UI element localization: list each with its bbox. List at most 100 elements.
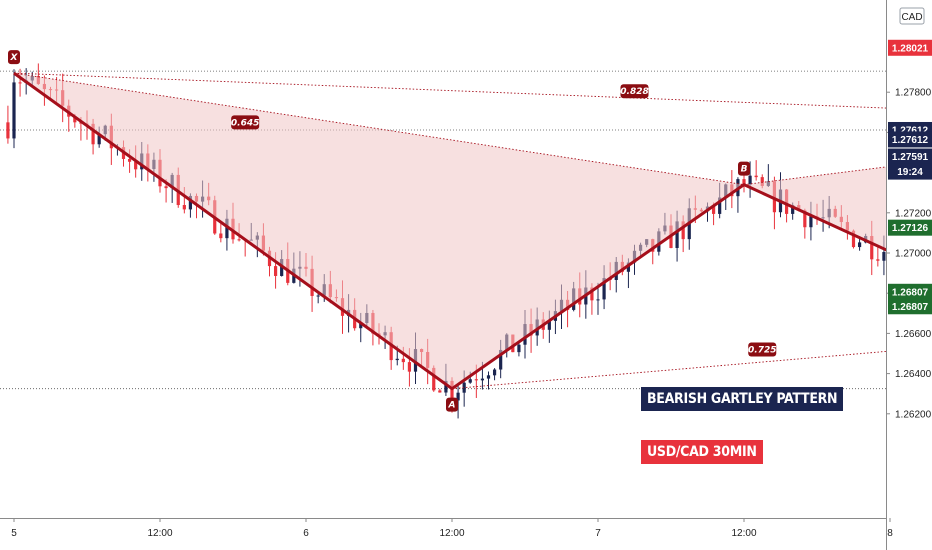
x-tick-label: 12:00 [731,528,756,539]
candle-body [18,82,22,84]
ratio-label-bg [231,115,260,130]
candle-body [876,259,880,261]
candle-body [547,320,551,330]
candle-body [134,161,138,170]
price-tag-text: 1.28021 [892,43,929,54]
take-profit-2-price-tag: 1.26807 [888,283,932,300]
ratio-line-xb [13,72,745,186]
candle-body [681,221,685,240]
candle-body [596,299,600,301]
price-tag-text: 19:24 [897,167,923,178]
candle-body [359,323,363,329]
ratio-label-bg [620,84,649,99]
xab-triangle [14,73,744,389]
candle-body [182,205,186,210]
stop-loss-price-tag: 1.28021 [888,39,932,56]
candle-body [444,380,448,393]
currency-label: CAD [901,12,922,23]
point-label-a: A [446,397,458,412]
candle-body [12,82,16,139]
price-tag-bg [888,148,932,165]
candle-body [164,186,168,189]
point-label-bg [8,50,20,65]
candle-body [754,175,758,178]
time-axis-bg [0,518,886,550]
candle-body [97,134,101,145]
candle-body [486,375,491,379]
price-tag-bg [888,298,932,315]
pattern-legs [13,71,932,391]
extra-price-tag: 1.27591 [888,148,932,165]
candle-body [718,197,722,214]
candle-body [602,278,606,300]
candle-body [870,235,874,260]
x-tick-label: 5 [11,528,17,539]
candle-body [480,378,485,381]
ratio-label: 0.725 [748,342,777,357]
candle-body [438,390,442,393]
ratio-label-text: 0.828 [620,87,648,97]
point-label-b: B [738,161,750,176]
candle-body [316,295,320,297]
pattern-title: BEARISH GARTLEY PATTERN [641,387,844,411]
price-tag-text: 1.27591 [892,152,929,163]
ratio-label: 0.828 [620,84,649,99]
point-label-bg [738,161,750,176]
candle-body [851,230,856,248]
currency-box[interactable] [899,7,925,25]
point-label-text: X [10,53,19,63]
candle-body [803,210,807,228]
y-tick-label: 1.27800 [895,88,932,99]
candle-body [407,362,412,372]
candle-body [760,177,764,186]
price-tag-text: 1.26807 [892,287,929,298]
pair-timeframe-label: USD/CAD 30MIN [641,440,763,464]
candle-body [857,242,862,248]
candle-body [791,205,795,214]
candle-body [395,358,399,361]
point-label-bg [446,397,458,412]
ratio-label-text: 0.645 [231,118,259,128]
ratio-label-bg [748,342,777,357]
candle-body [882,252,886,261]
point-label-text: B [741,165,748,175]
ratio-label-text: 0.725 [748,345,776,355]
price-tag-bg [888,163,932,180]
candle-body [432,367,436,391]
candle-body [91,123,95,145]
extra-price-tag: 19:24 [888,163,932,180]
candle-body [492,369,497,376]
x-tick-label: 12:00 [147,528,172,539]
y-tick-label: 1.27200 [895,208,932,219]
candle-body [474,379,478,381]
candle-body [450,380,454,401]
y-tick-label: 1.26400 [895,369,932,380]
price-tag-text: 1.27126 [892,223,929,234]
bcd-triangle [744,161,932,271]
candle-body [73,116,77,123]
price-tag-text: 1.26807 [892,302,929,313]
x-tick-label: 6 [303,528,309,539]
candle-body [456,392,460,401]
candle-body [219,233,223,239]
point-label-x: X [8,50,20,65]
candle-body [590,287,594,301]
price-tag-bg [888,283,932,300]
ratio-label: 0.645 [231,115,260,130]
price-axis-bg [886,0,932,550]
y-tick-label: 1.27000 [895,249,932,260]
candle-body [225,218,229,239]
candle-body [462,382,466,393]
candle-body [6,122,10,139]
price-tag-text: 1.27612 [892,135,929,146]
take-profit-1-price-tag: 1.27126 [888,219,932,236]
candle-body [742,179,746,185]
candle-body [711,206,716,214]
y-tick-label: 1.26200 [895,409,932,420]
point-label-text: A [448,401,456,411]
candle-body [675,221,679,248]
price-tag-bg [888,39,932,56]
candle-body [468,379,472,383]
